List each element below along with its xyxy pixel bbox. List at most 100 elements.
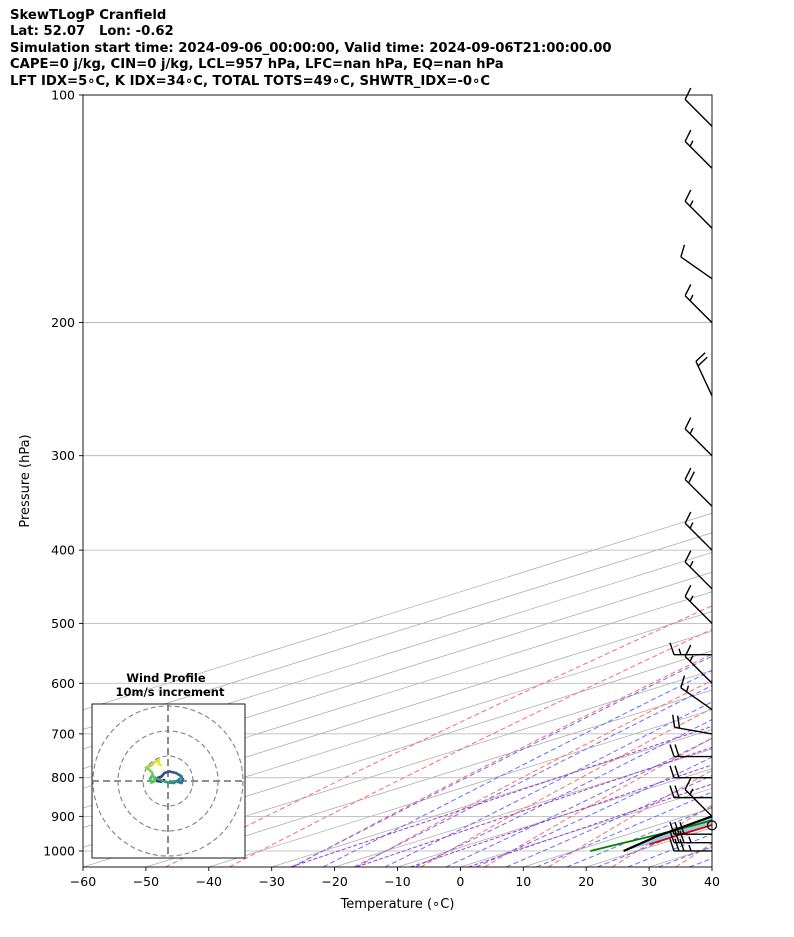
hodograph-segment — [154, 776, 165, 783]
calm-circle — [706, 820, 718, 831]
isotherm-line — [460, 787, 712, 867]
dry-adiabat-line — [484, 737, 712, 867]
mixing-ratio-line — [410, 764, 712, 867]
dry-adiabat-line — [292, 653, 712, 867]
wind-barb — [669, 744, 712, 758]
barb-flag — [674, 830, 680, 843]
moist-adiabat-line — [566, 806, 712, 867]
isotherm-line — [271, 728, 712, 867]
parcel-series — [623, 815, 712, 853]
x-tick-label: −50 — [133, 874, 159, 889]
wind-barb — [684, 511, 713, 551]
barb-flag — [674, 744, 680, 757]
barb-flag — [697, 356, 708, 367]
inset-title: Wind Profile — [126, 671, 206, 685]
barb-flag — [684, 584, 692, 597]
x-tick-label: 20 — [578, 874, 594, 889]
dry-adiabat-line — [356, 679, 712, 867]
mixing-ratio-line — [468, 783, 712, 867]
barb-flag — [689, 595, 694, 602]
barb-staff — [684, 522, 713, 551]
isotherm-line — [334, 748, 712, 867]
wind-barb — [684, 129, 713, 169]
cape-line: CAPE=0 j/kg, CIN=0 j/kg, LCL=957 hPa, LF… — [10, 57, 504, 73]
barb-flag — [689, 788, 694, 795]
barb-staff — [680, 256, 713, 280]
wind-barb — [669, 830, 712, 844]
wind-barb — [706, 820, 718, 831]
barb-flag — [669, 642, 675, 655]
barb-flag — [674, 765, 680, 778]
barb-staff — [684, 478, 713, 507]
barb-flag — [676, 715, 681, 729]
barb-staff — [684, 596, 713, 624]
moist-adiabat-line — [353, 684, 712, 867]
barb-flag — [679, 830, 685, 843]
hodograph-segment — [157, 762, 163, 767]
x-tick-label: −10 — [384, 874, 410, 889]
moist-adiabat-line — [506, 774, 712, 867]
y-tick-label: 900 — [51, 809, 75, 824]
barb-flag — [669, 765, 675, 778]
barb-flag — [695, 352, 706, 362]
indices-line: LFT IDX=5∘C, K IDX=34∘C, TOTAL TOTS=49∘C… — [10, 73, 491, 89]
wind-barb — [684, 584, 713, 624]
isotherm-line — [145, 689, 712, 867]
x-tick-label: 40 — [704, 874, 720, 889]
isotherm-line — [83, 650, 712, 848]
y-axis: 1000 900 800 700 600 500 400 300 200 100 — [43, 88, 83, 858]
barb-flag — [684, 777, 692, 790]
y-tick-label: 600 — [51, 676, 75, 691]
barb-flag — [684, 87, 692, 100]
barb-flag — [684, 550, 692, 563]
wind-barb — [684, 467, 713, 507]
y-tick-label: 1000 — [43, 843, 75, 858]
isotherm-line — [775, 95, 794, 867]
chart-title: SkewTLogP Cranfield — [10, 8, 167, 23]
y-tick-label: 800 — [51, 770, 75, 785]
barb-flag — [674, 838, 680, 852]
temperature-line — [649, 824, 712, 846]
barb-staff — [684, 655, 713, 684]
wind-barb — [672, 714, 713, 735]
barb-flag — [669, 830, 675, 843]
barb-staff — [684, 98, 713, 127]
wind-barb — [684, 417, 713, 457]
barb-flag — [680, 675, 686, 688]
y-tick-label: 700 — [51, 726, 75, 741]
parcel-line — [623, 815, 712, 853]
x-tick-label: −30 — [259, 874, 285, 889]
barb-flag — [674, 821, 680, 835]
barb-flag — [688, 471, 695, 484]
hodograph-segment — [150, 771, 157, 783]
barb-flag — [689, 427, 694, 435]
moist-adiabat-line — [720, 95, 794, 867]
wind-barb — [669, 642, 712, 656]
isotherm-line — [648, 846, 712, 867]
barb-flag — [684, 467, 692, 480]
x-tick-label: −60 — [70, 874, 96, 889]
wind-barb — [680, 244, 713, 280]
barb-staff — [684, 561, 713, 590]
barb-flag — [689, 200, 694, 207]
dry-adiabat-line — [611, 804, 712, 867]
x-tick-label: 0 — [456, 874, 464, 889]
barb-flag — [669, 821, 675, 835]
barb-flag — [684, 417, 692, 430]
barb-flag — [684, 511, 692, 524]
x-axis: −60 −50 −40 −30 −20 −10 0 10 20 30 40 — [70, 867, 720, 889]
barb-flag — [689, 560, 694, 568]
wind-barb — [669, 838, 712, 852]
moist-adiabat-line — [445, 737, 712, 867]
isotherm-line — [523, 807, 712, 867]
y-tick-label: 500 — [51, 616, 75, 631]
wind-barb — [669, 821, 712, 835]
wind-barb — [684, 777, 713, 817]
barb-flag — [688, 836, 692, 843]
wind-barb — [684, 550, 713, 590]
isotherm-line — [83, 611, 712, 809]
dry-adiabat-line — [229, 628, 712, 867]
barb-flag — [669, 785, 675, 798]
x-tick-label: −40 — [196, 874, 222, 889]
